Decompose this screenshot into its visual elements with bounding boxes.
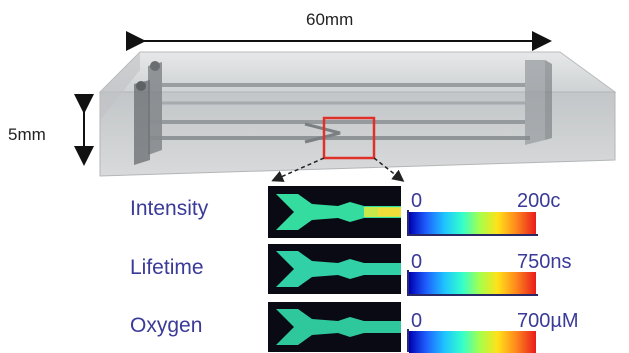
intensity-scale-max: 200c [517, 190, 560, 213]
lifetime-image [268, 244, 401, 294]
oxygen-scale-max: 700µM [517, 310, 579, 333]
height-label: 5mm [8, 125, 46, 145]
oxygen-image [268, 302, 401, 352]
lifetime-scale-min: 0 [411, 251, 422, 274]
lifetime-colorbar [409, 272, 536, 294]
intensity-scale-min: 0 [411, 190, 422, 213]
intensity-colorbar [409, 212, 536, 234]
lifetime-scale-max: 750ns [517, 251, 572, 274]
intensity-label: Intensity [130, 197, 208, 221]
intensity-image [268, 186, 401, 238]
oxygen-label: Oxygen [130, 314, 202, 338]
oxygen-colorbar [409, 331, 536, 353]
oxygen-scale-min: 0 [411, 310, 422, 333]
lifetime-label: Lifetime [130, 256, 204, 280]
length-label: 60mm [306, 10, 353, 30]
